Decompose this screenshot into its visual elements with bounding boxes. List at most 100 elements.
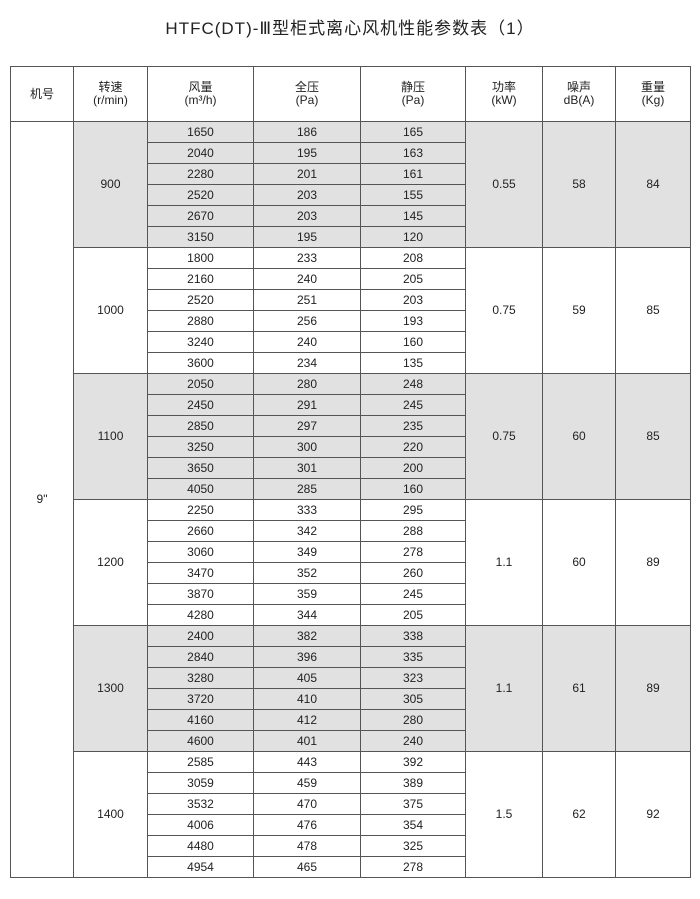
airflow-cell: 1800	[147, 247, 254, 269]
airflow-cell: 3720	[147, 688, 254, 710]
header-label: 静压	[400, 80, 425, 94]
total-pressure-cell: 459	[253, 772, 361, 794]
header-static-pressure: 静压 (Pa)	[360, 66, 466, 122]
total-pressure-cell: 195	[253, 226, 361, 248]
static-pressure-cell: 163	[360, 142, 466, 164]
total-pressure-cell: 443	[253, 751, 361, 773]
static-pressure-cell: 375	[360, 793, 466, 815]
airflow-cell: 3060	[147, 541, 254, 563]
header-unit: (Pa)	[401, 93, 425, 107]
total-pressure-cell: 240	[253, 331, 361, 353]
total-pressure-cell: 342	[253, 520, 361, 542]
header-airflow: 风量 (m³/h)	[147, 66, 254, 122]
model-cell: 9"	[10, 121, 74, 878]
power-cell: 1.5	[465, 751, 543, 878]
power-cell: 0.75	[465, 373, 543, 500]
table-row: 9" 900 1650 186 165 0.55 58 84	[10, 121, 691, 878]
total-pressure-cell: 333	[253, 499, 361, 521]
total-pressure-cell: 297	[253, 415, 361, 437]
table-row: 4954 465 278	[11, 856, 691, 878]
weight-cell: 92	[615, 751, 691, 878]
static-pressure-cell: 240	[360, 730, 466, 752]
table-row: 3150 195 120	[11, 226, 691, 248]
table-row: 1400 2585 443 392 1.5 62 92	[11, 751, 691, 878]
airflow-cell: 2050	[147, 373, 254, 395]
static-pressure-cell: 193	[360, 310, 466, 332]
weight-cell: 89	[615, 499, 691, 626]
static-pressure-cell: 203	[360, 289, 466, 311]
airflow-cell: 2850	[147, 415, 254, 437]
total-pressure-cell: 401	[253, 730, 361, 752]
table-row: 2840 396 335	[11, 646, 691, 668]
header-label: 机号	[29, 86, 54, 101]
table-row: 3650 301 200	[11, 457, 691, 479]
table-row: 3470 352 260	[11, 562, 691, 584]
total-pressure-cell: 251	[253, 289, 361, 311]
speed-cell: 1100	[73, 373, 148, 500]
table-row: 2880 256 193	[11, 310, 691, 332]
static-pressure-cell: 288	[360, 520, 466, 542]
airflow-cell: 3532	[147, 793, 254, 815]
weight-cell: 85	[615, 373, 691, 500]
total-pressure-cell: 203	[253, 205, 361, 227]
airflow-cell: 2400	[147, 625, 254, 647]
header-label: 噪声	[566, 80, 591, 94]
table-row: 2520 251 203	[11, 289, 691, 311]
table-row: 2670 203 145	[11, 205, 691, 227]
airflow-cell: 2840	[147, 646, 254, 668]
static-pressure-cell: 160	[360, 331, 466, 353]
airflow-cell: 4050	[147, 478, 254, 500]
total-pressure-cell: 186	[253, 121, 361, 143]
table-row: 1200 2250 333 295 1.1 60 89	[11, 499, 691, 626]
total-pressure-cell: 300	[253, 436, 361, 458]
static-pressure-cell: 248	[360, 373, 466, 395]
table-row: 1100 2050 280 248 0.75 60 85	[11, 373, 691, 500]
weight-cell: 85	[615, 247, 691, 374]
power-cell: 0.75	[465, 247, 543, 374]
airflow-cell: 3280	[147, 667, 254, 689]
total-pressure-cell: 344	[253, 604, 361, 626]
static-pressure-cell: 335	[360, 646, 466, 668]
static-pressure-cell: 354	[360, 814, 466, 836]
total-pressure-cell: 201	[253, 163, 361, 185]
header-total-pressure: 全压 (Pa)	[253, 66, 361, 122]
total-pressure-cell: 476	[253, 814, 361, 836]
speed-cell: 1400	[73, 751, 148, 878]
header-label: 功率	[491, 80, 516, 94]
header-unit: (m³/h)	[184, 93, 217, 107]
airflow-cell: 3240	[147, 331, 254, 353]
power-cell: 1.1	[465, 625, 543, 752]
total-pressure-cell: 382	[253, 625, 361, 647]
static-pressure-cell: 325	[360, 835, 466, 857]
static-pressure-cell: 278	[360, 856, 466, 878]
airflow-cell: 3600	[147, 352, 254, 374]
total-pressure-cell: 359	[253, 583, 361, 605]
power-cell: 1.1	[465, 499, 543, 626]
total-pressure-cell: 478	[253, 835, 361, 857]
power-cell: 0.55	[465, 121, 543, 248]
table-row: 4280 344 205	[11, 604, 691, 626]
total-pressure-cell: 301	[253, 457, 361, 479]
header-unit: dB(A)	[563, 93, 595, 107]
performance-table: 机号 转速 (r/min) 风量 (m³/h) 全压 (Pa) 静压 (Pa) 功率 (kW) 噪声 d…	[10, 66, 691, 878]
total-pressure-cell: 203	[253, 184, 361, 206]
table-row: 3059 459 389	[11, 772, 691, 794]
header-model: 机号	[10, 66, 74, 122]
table-row: 2520 203 155	[11, 184, 691, 206]
airflow-cell: 4600	[147, 730, 254, 752]
table-row: 3250 300 220	[11, 436, 691, 458]
static-pressure-cell: 295	[360, 499, 466, 521]
static-pressure-cell: 165	[360, 121, 466, 143]
header-power: 功率 (kW)	[465, 66, 543, 122]
noise-cell: 60	[542, 499, 616, 626]
table-row: 1300 2400 382 338 1.1 61 89	[11, 625, 691, 752]
header-speed: 转速 (r/min)	[73, 66, 148, 122]
static-pressure-cell: 155	[360, 184, 466, 206]
static-pressure-cell: 392	[360, 751, 466, 773]
airflow-cell: 4280	[147, 604, 254, 626]
static-pressure-cell: 235	[360, 415, 466, 437]
weight-cell: 89	[615, 625, 691, 752]
airflow-cell: 3250	[147, 436, 254, 458]
airflow-cell: 2880	[147, 310, 254, 332]
airflow-cell: 2450	[147, 394, 254, 416]
